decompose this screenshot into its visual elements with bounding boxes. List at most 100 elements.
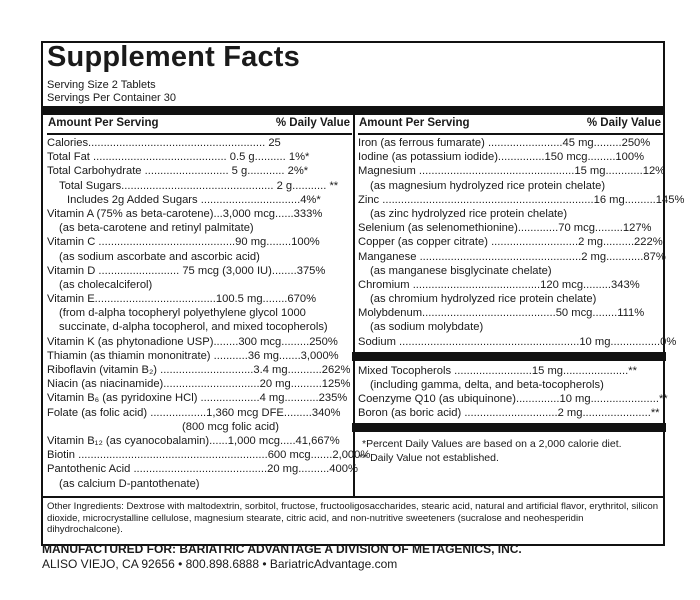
nutrient-text: (as manganese bisglycinate chelate) [370,264,552,277]
nutrient-text: (as cholecalciferol) [59,278,153,291]
nutrient-row: Vitamin K (as phytonadione USP)........3… [47,335,352,349]
nutrient-text: Niacin (as niacinamide).................… [47,378,351,391]
right-thick-rule [352,351,666,361]
nutrient-text: Total Fat ..............................… [47,151,310,164]
nutrient-text: Magnesium ..............................… [358,165,666,178]
nutrient-text: Mixed Tocopherols ......................… [358,364,637,377]
serving-size: Serving Size 2 Tablets [47,79,156,91]
amount-per-serving-label: Amount Per Serving [48,117,159,129]
nutrient-row: (as sodium ascorbate and ascorbic acid) [47,250,352,264]
bottom-rule [43,496,663,498]
right-thick-rule-2 [352,422,666,432]
footnote-percent: *Percent Daily Values are based on a 2,0… [362,437,622,450]
left-header: Amount Per Serving % Daily Value [47,115,352,133]
nutrient-row: (from d-alpha tocopheryl polyethylene gl… [47,306,352,320]
nutrient-row: (as sodium molybdate) [358,320,663,334]
nutrient-text: Vitamin D .......................... 75 … [47,264,326,277]
manufacturer-line: MANUFACTURED FOR: BARIATRIC ADVANTAGE A … [42,542,522,556]
nutrient-text: Manganese ..............................… [358,250,666,263]
nutrient-row: (as chromium hydrolyzed rice protein che… [358,292,663,306]
nutrient-text: Iron (as ferrous fumarate) .............… [358,137,651,149]
right-header: Amount Per Serving % Daily Value [358,115,663,133]
nutrient-row: Magnesium ..............................… [358,164,666,178]
nutrient-text: (as magnesium hydrolyzed rice protein ch… [370,179,606,192]
nutrient-row: Chromium ...............................… [358,278,663,292]
nutrient-text: Molybdenum..............................… [358,307,645,320]
nutrient-text: Vitamin E...............................… [47,293,317,306]
nutrient-row: Manganese ..............................… [358,250,666,264]
nutrient-row: Niacin (as niacinamide).................… [47,377,352,391]
right-column: Amount Per Serving % Daily Value Iron (a… [352,115,684,466]
nutrient-row: Total Carbohydrate .....................… [47,164,352,178]
nutrient-text: (as chromium hydrolyzed rice protein che… [370,293,597,306]
nutrient-text: (as beta-carotene and retinyl palmitate) [59,222,254,235]
nutrient-row: Vitamin B₁₂ (as cyanocobalamin)......1,0… [47,434,352,448]
nutrient-text: Pantothenic Acid .......................… [47,463,358,476]
nutrient-row: Biotin .................................… [47,448,370,462]
nutrient-row: (as cholecalciferol) [47,278,352,292]
nutrient-row: Thiamin (as thiamin mononitrate) .......… [47,349,352,363]
nutrient-row: Total Fat ..............................… [47,150,352,164]
column-divider [353,108,355,496]
nutrient-row: Zinc ...................................… [358,193,684,207]
daily-value-label: % Daily Value [586,117,661,129]
servings-per-container: Servings Per Container 30 [47,92,177,104]
footnotes: *Percent Daily Values are based on a 2,0… [358,432,663,466]
supplement-facts-panel: Supplement Facts Serving Size 2 Tablets … [41,41,684,546]
nutrient-text: (from d-alpha tocopheryl polyethylene gl… [59,307,306,320]
nutrient-row: (as magnesium hydrolyzed rice protein ch… [358,179,663,193]
nutrient-row: Vitamin D .......................... 75 … [47,264,352,278]
nutrient-text: Chromium ...............................… [358,278,640,291]
nutrient-text: Vitamin A (75% as beta-carotene)...3,000… [47,207,323,220]
nutrient-text: Selenium (as selenomethionine)..........… [358,222,652,235]
nutrient-text: Riboflavin (vitamin B₂) ................… [47,364,351,376]
nutrient-text: Zinc ...................................… [358,193,685,206]
nutrient-row: Vitamin B₆ (as pyridoxine HCl) .........… [47,391,352,405]
nutrient-text: Vitamin B₁₂ (as cyanocobalamin)......1,0… [47,434,340,447]
address-line: ALISO VIEJO, CA 92656 • 800.898.6888 • B… [42,557,398,571]
nutrient-text: Vitamin C ..............................… [47,236,320,249]
nutrient-text: Total Carbohydrate .....................… [47,165,309,178]
nutrient-text: (as sodium ascorbate and ascorbic acid) [59,250,260,263]
nutrient-row: Includes 2g Added Sugars ...............… [47,193,352,207]
nutrient-row: (including gamma, delta, and beta-tocoph… [358,378,663,392]
nutrient-text: Copper (as copper citrate) .............… [358,236,663,249]
panel-title: Supplement Facts [47,41,300,73]
nutrient-row: (as manganese bisglycinate chelate) [358,264,663,278]
nutrient-row: Vitamin E...............................… [47,292,352,306]
nutrient-text: (800 mcg folic acid) [182,420,279,433]
nutrient-row: Selenium (as selenomethionine)..........… [358,221,663,235]
right-other-list: Mixed Tocopherols ......................… [358,364,668,421]
nutrient-text: Vitamin B₆ (as pyridoxine HCl) .........… [47,392,348,405]
nutrient-row: Mixed Tocopherols ......................… [358,364,663,378]
right-nutrient-list: Iron (as ferrous fumarate) .............… [358,136,684,349]
nutrient-row: Folate (as folic acid) .................… [47,406,352,420]
left-column: Amount Per Serving % Daily Value Calorie… [47,115,370,491]
nutrient-text: (as calcium D-pantothenate) [59,477,200,490]
nutrient-row: (as beta-carotene and retinyl palmitate) [47,221,352,235]
nutrient-row: Vitamin C ..............................… [47,235,352,249]
nutrient-row: (as zinc hydrolyzed rice protein chelate… [358,207,663,221]
nutrient-text: (including gamma, delta, and beta-tocoph… [370,379,604,391]
nutrient-row: Pantothenic Acid .......................… [47,462,358,476]
nutrient-text: Boron (as boric acid) ..................… [358,407,660,420]
nutrient-text: (as zinc hydrolyzed rice protein chelate… [370,207,568,220]
nutrient-row: Iodine (as potassium iodide)............… [358,150,663,164]
amount-per-serving-label: Amount Per Serving [359,117,470,129]
nutrient-text: Sodium .................................… [358,335,677,348]
nutrient-text: Total Sugars............................… [59,179,339,192]
nutrient-text: Calories................................… [47,137,281,149]
nutrient-row: Iron (as ferrous fumarate) .............… [358,136,663,150]
nutrient-row: (800 mcg folic acid) [47,420,352,434]
nutrient-row: succinate, d-alpha tocopherol, and mixed… [47,320,352,334]
nutrient-text: Vitamin K (as phytonadione USP)........3… [47,335,338,348]
nutrient-row: Sodium .................................… [358,335,676,349]
nutrient-row: Molybdenum..............................… [358,306,663,320]
nutrient-text: succinate, d-alpha tocopherol, and mixed… [59,321,328,334]
nutrient-row: Copper (as copper citrate) .............… [358,235,663,249]
nutrient-text: Biotin .................................… [47,449,371,462]
nutrient-row: Boron (as boric acid) ..................… [358,406,663,420]
nutrient-row: Coenzyme Q10 (as ubiquinone)............… [358,392,668,406]
nutrient-row: Riboflavin (vitamin B₂) ................… [47,363,352,377]
other-ingredients: Other Ingredients: Dextrose with maltode… [47,501,659,535]
